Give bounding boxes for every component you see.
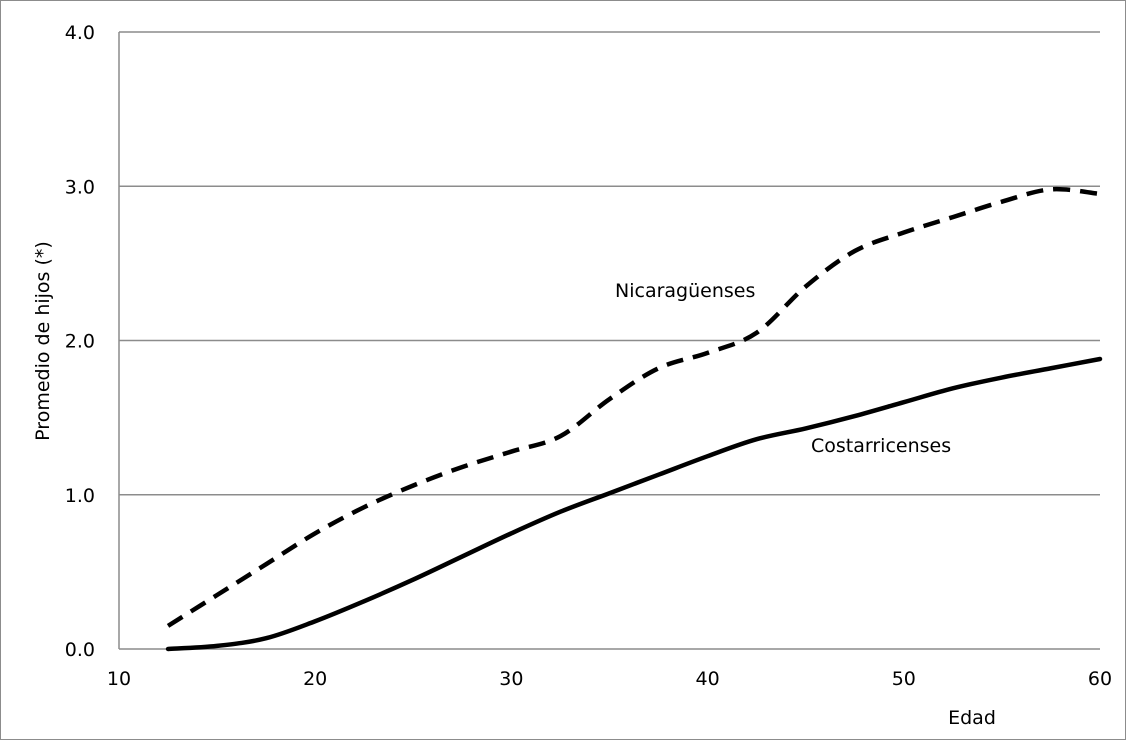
y-tick-label: 4.0 bbox=[65, 22, 95, 44]
y-tick-label: 2.0 bbox=[65, 331, 95, 353]
x-tick-label: 60 bbox=[1088, 668, 1112, 690]
x-tick-label: 10 bbox=[107, 668, 131, 690]
y-tick-label: 1.0 bbox=[65, 485, 95, 507]
x-tick-label: 20 bbox=[303, 668, 327, 690]
series-label-nicaraguenses: Nicaragüenses bbox=[615, 280, 755, 302]
x-tick-label: 50 bbox=[892, 668, 916, 690]
y-tick-label: 3.0 bbox=[65, 176, 95, 198]
y-axis-title: Promedio de hijos (*) bbox=[32, 241, 54, 441]
series-line-costarricenses bbox=[165, 356, 1103, 652]
x-axis-title: Edad bbox=[948, 707, 996, 729]
y-tick-label: 0.0 bbox=[65, 639, 95, 661]
series-line-nicaraguenses bbox=[166, 186, 1101, 628]
series-label-costarricenses: Costarricenses bbox=[811, 435, 951, 457]
x-tick-label: 30 bbox=[499, 668, 523, 690]
x-tick-label: 40 bbox=[696, 668, 720, 690]
